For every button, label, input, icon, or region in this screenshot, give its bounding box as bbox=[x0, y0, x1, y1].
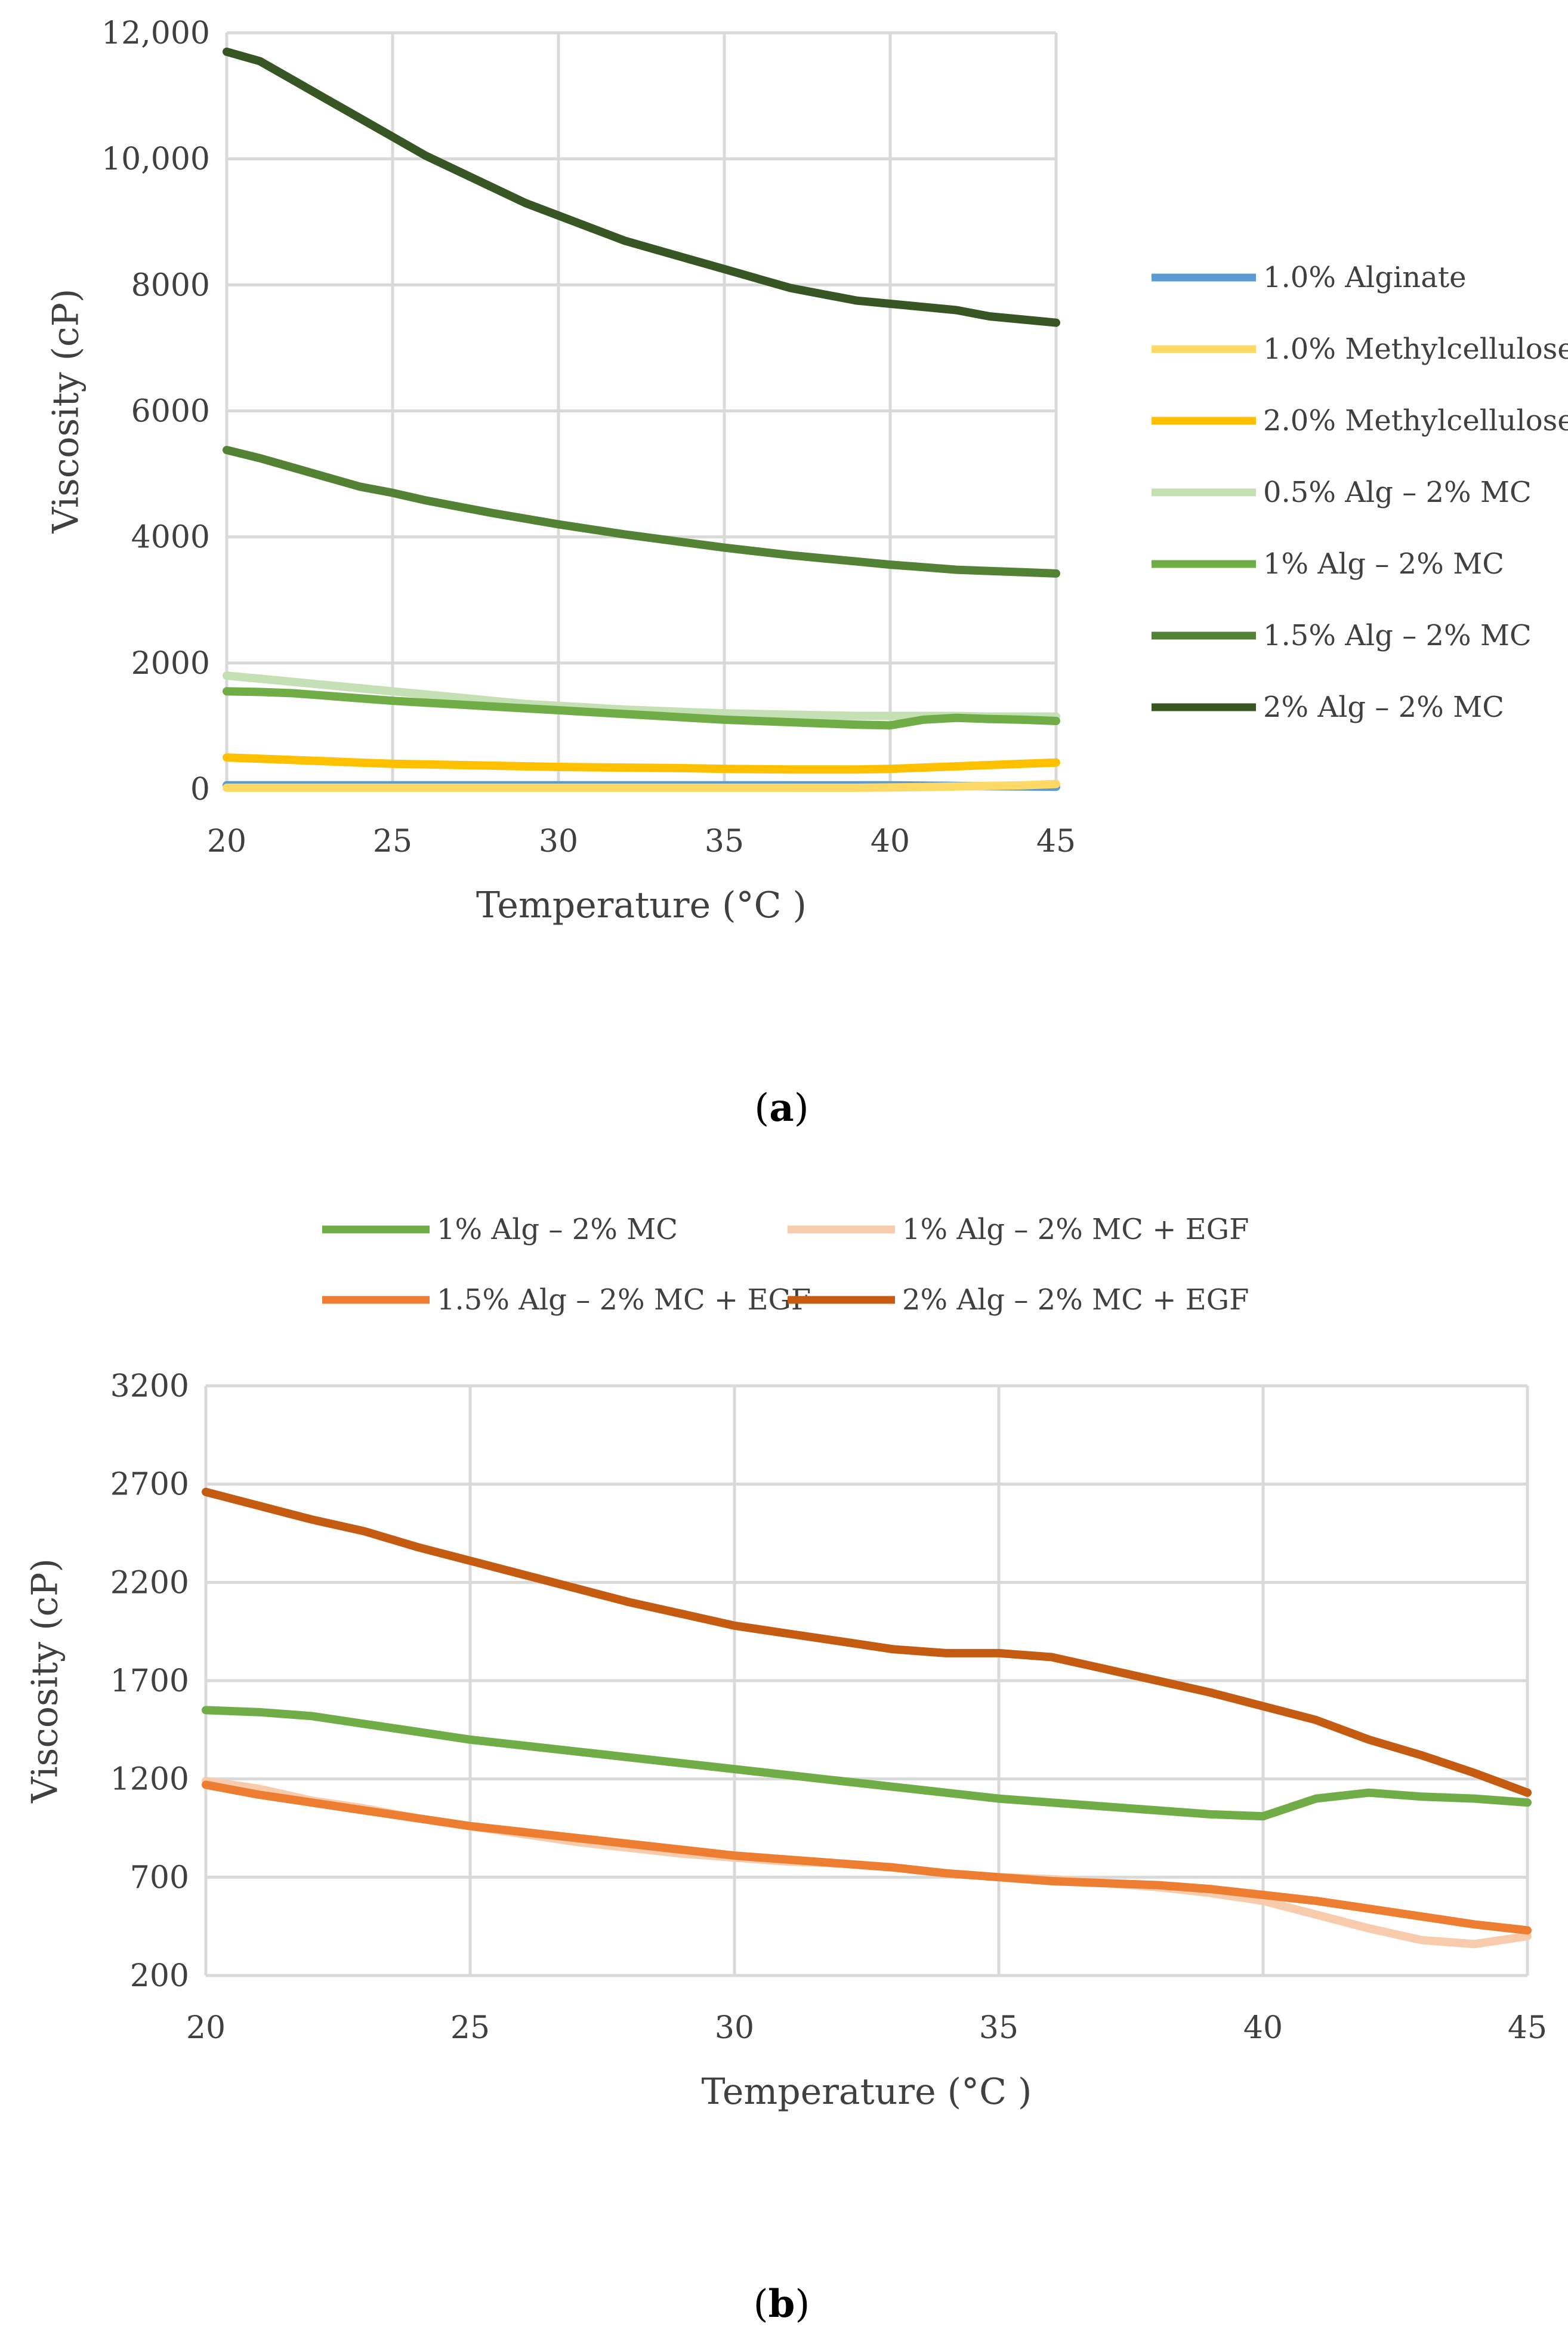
x-tick-label: 40 bbox=[871, 824, 910, 859]
legend-label: 1% Alg – 2% MC bbox=[437, 1213, 678, 1246]
legend-label: 0.5% Alg – 2% MC bbox=[1263, 476, 1532, 509]
caption-letter: b bbox=[768, 2282, 795, 2326]
series-line bbox=[223, 687, 1060, 730]
caption-paren: ) bbox=[795, 2282, 810, 2326]
legend-label: 2% Alg – 2% MC + EGF bbox=[902, 1283, 1249, 1317]
y-tick-label: 8000 bbox=[131, 267, 210, 303]
series-line bbox=[223, 779, 1060, 792]
legend-label: 1.5% Alg – 2% MC bbox=[1263, 619, 1532, 652]
caption-letter: a bbox=[769, 1086, 794, 1130]
chart-panel-b: 200 700 1200 1700 2200 2700 3200 20 25 30 35 40 45 Te… bbox=[24, 1213, 1548, 2326]
legend-label: 1.0% Methylcellulose bbox=[1263, 332, 1568, 366]
x-tick-label: 45 bbox=[1508, 2010, 1547, 2046]
x-tick-label: 25 bbox=[450, 2010, 490, 2046]
y-tick-label: 4000 bbox=[131, 520, 210, 556]
x-tick-label: 45 bbox=[1036, 824, 1076, 859]
x-axis-title: Temperature (°C ) bbox=[476, 884, 807, 926]
caption-paren: ( bbox=[754, 1086, 769, 1130]
y-tick-label: 1700 bbox=[110, 1663, 189, 1699]
y-tick-label: 2700 bbox=[110, 1467, 189, 1503]
caption-paren: ( bbox=[754, 2282, 768, 2326]
legend-label: 1.0% Alginate bbox=[1263, 261, 1467, 294]
legend-label: 1% Alg – 2% MC bbox=[1263, 547, 1504, 581]
x-tick-label: 35 bbox=[979, 2010, 1018, 2046]
y-tick-label: 2000 bbox=[131, 646, 210, 682]
y-tick-label: 200 bbox=[130, 1958, 189, 1994]
y-tick-label: 700 bbox=[130, 1860, 189, 1896]
y-tick-label: 0 bbox=[190, 772, 210, 808]
legend-label: 2% Alg – 2% MC bbox=[1263, 691, 1504, 724]
y-axis-title: Viscosity (cP) bbox=[24, 1558, 66, 1804]
y-tick-label: 10,000 bbox=[101, 141, 210, 177]
x-tick-label: 25 bbox=[373, 824, 412, 859]
x-tick-label: 35 bbox=[705, 824, 744, 859]
caption-paren: ) bbox=[794, 1086, 809, 1130]
x-tick-label: 30 bbox=[539, 824, 578, 859]
series-line bbox=[223, 47, 1060, 327]
y-tick-label: 2200 bbox=[110, 1565, 189, 1601]
legend-label: 1.5% Alg – 2% MC + EGF bbox=[437, 1283, 811, 1317]
x-axis-title: Temperature (°C ) bbox=[702, 2071, 1032, 2113]
series-line bbox=[202, 1487, 1532, 1797]
panel-caption: (b) bbox=[754, 2282, 810, 2326]
panel-caption: (a) bbox=[754, 1086, 808, 1130]
legend-label: 1% Alg – 2% MC + EGF bbox=[902, 1213, 1249, 1246]
series-line bbox=[223, 671, 1060, 721]
x-tick-label: 30 bbox=[715, 2010, 754, 2046]
y-tick-label: 12,000 bbox=[101, 16, 210, 51]
series-line bbox=[223, 446, 1060, 578]
y-axis-title: Viscosity (cP) bbox=[45, 289, 87, 534]
y-tick-label: 3200 bbox=[110, 1369, 189, 1404]
series-line bbox=[223, 753, 1060, 774]
legend-label: 2.0% Methylcellulose bbox=[1263, 404, 1568, 437]
series-line bbox=[202, 1780, 1532, 1935]
x-tick-label: 40 bbox=[1243, 2010, 1283, 2046]
x-tick-label: 20 bbox=[207, 824, 246, 859]
y-tick-label: 6000 bbox=[131, 394, 210, 430]
x-tick-label: 20 bbox=[186, 2010, 226, 2046]
series-line bbox=[202, 1706, 1532, 1821]
y-tick-label: 1200 bbox=[110, 1762, 189, 1798]
chart-panel-a: 0 2000 4000 6000 8000 10,000 12,000 20 25 30 35 40 4… bbox=[45, 16, 1568, 1130]
